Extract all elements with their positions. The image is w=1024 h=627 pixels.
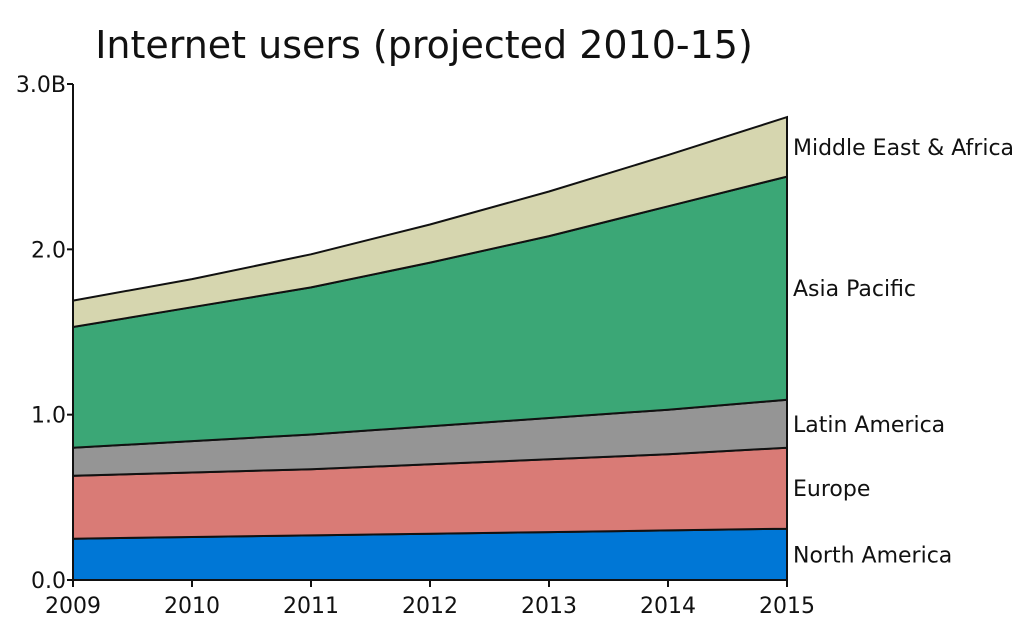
y-tick-label: 2.0 bbox=[31, 238, 66, 263]
label-latin-america: Latin America bbox=[793, 413, 945, 438]
chart-title: Internet users (projected 2010-15) bbox=[95, 23, 753, 67]
y-tick-label: 3.0B bbox=[16, 73, 66, 98]
plot-areas bbox=[72, 115, 788, 581]
x-tick-label: 2015 bbox=[759, 594, 815, 619]
x-tick-label: 2011 bbox=[283, 594, 339, 619]
label-middle-east-africa: Middle East & Africa bbox=[793, 136, 1014, 161]
series-labels: North America Europe Latin America Asia Pac… bbox=[793, 136, 1014, 569]
area-asia-pacific bbox=[72, 175, 788, 449]
x-tick-label: 2010 bbox=[164, 594, 220, 619]
y-tick-label: 1.0 bbox=[31, 404, 66, 429]
y-tick-label: 0.0 bbox=[31, 569, 66, 594]
label-asia-pacific: Asia Pacific bbox=[793, 277, 916, 302]
axes: 0.0 1.0 2.0 3.0B 2009 2010 2011 2012 2013 2014 201… bbox=[16, 73, 815, 619]
x-tick-label: 2009 bbox=[45, 594, 101, 619]
label-europe: Europe bbox=[793, 477, 870, 502]
label-north-america: North America bbox=[793, 543, 952, 568]
x-tick-label: 2012 bbox=[402, 594, 458, 619]
x-tick-label: 2013 bbox=[521, 594, 577, 619]
x-tick-label: 2014 bbox=[640, 594, 696, 619]
